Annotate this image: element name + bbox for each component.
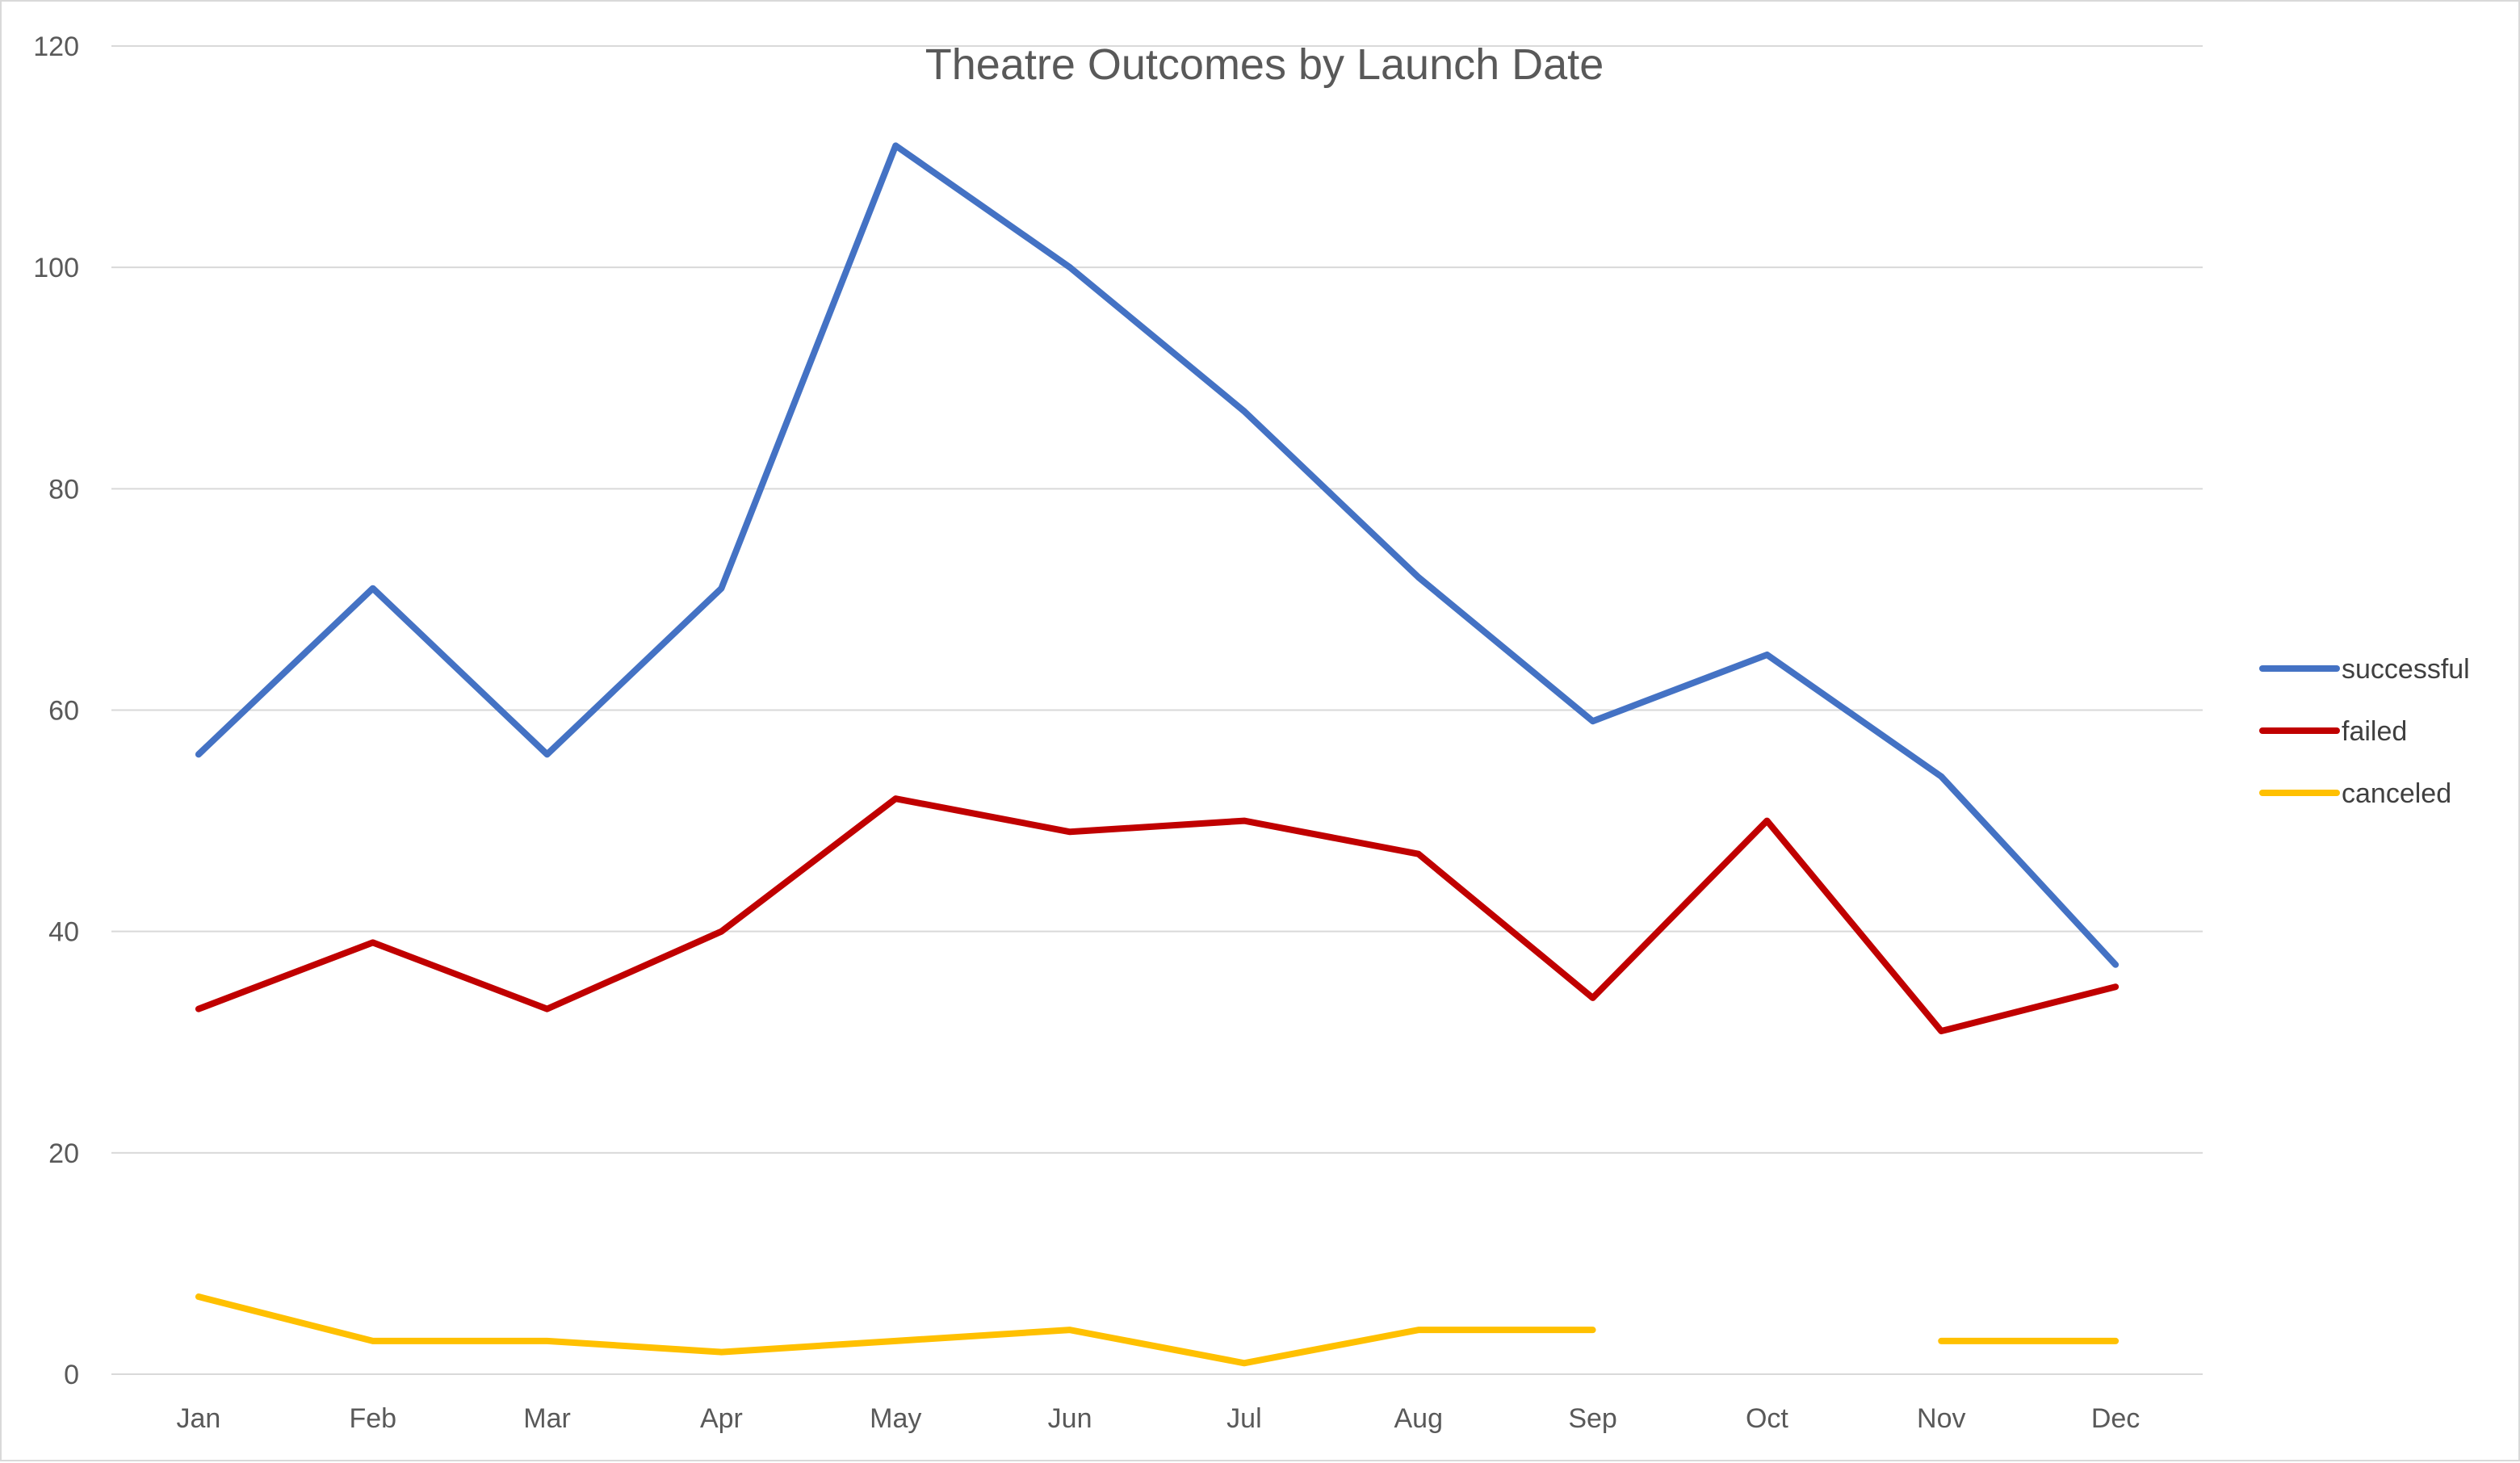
point-canceled-feb (370, 1338, 376, 1344)
series-line-successful-0 (195, 142, 2120, 968)
point-failed-jan (195, 1006, 202, 1012)
point-successful-sep (1590, 718, 1596, 724)
point-successful-oct (1763, 652, 1770, 658)
series-failed (195, 795, 2120, 1035)
gridlines (111, 45, 2203, 1375)
series-line-failed-0 (195, 795, 2120, 1035)
point-successful-dec (2112, 962, 2119, 968)
x-axis-ticks: Jan Feb Mar Apr May Jun Jul Aug Sep Oct Nov Dec (177, 1403, 2141, 1434)
x-tick-label-sep: Sep (1568, 1403, 1617, 1434)
x-tick-label-jul: Jul (1226, 1403, 1261, 1434)
point-failed-mar (544, 1006, 551, 1012)
point-failed-aug (1415, 851, 1422, 857)
point-canceled-sep (1590, 1327, 1596, 1333)
point-canceled-aug (1415, 1327, 1422, 1333)
point-successful-nov (1938, 773, 1944, 780)
point-canceled-mar (544, 1338, 551, 1344)
point-failed-dec (2112, 983, 2119, 990)
point-canceled-jul (1241, 1360, 1247, 1366)
point-canceled-jan (195, 1293, 202, 1300)
x-tick-label-oct: Oct (1746, 1403, 1788, 1434)
x-tick-label-mar: Mar (523, 1403, 571, 1434)
x-tick-label-dec: Dec (2091, 1403, 2140, 1434)
point-failed-nov (1938, 1028, 1944, 1034)
point-successful-may (892, 142, 899, 149)
series-line-canceled-0 (195, 1293, 1596, 1367)
legend: successful failed canceled (2259, 654, 2470, 809)
point-successful-jan (195, 751, 202, 757)
legend-label-failed: failed (2342, 716, 2407, 747)
legend-label-successful: successful (2342, 654, 2470, 685)
legend-item-canceled: canceled (2259, 778, 2451, 809)
x-tick-label-apr: Apr (700, 1403, 743, 1434)
series-canceled (195, 1293, 2120, 1367)
legend-item-successful: successful (2259, 654, 2470, 685)
x-tick-label-jan: Jan (177, 1403, 221, 1434)
legend-item-failed: failed (2259, 716, 2407, 747)
y-tick-label-60: 60 (48, 696, 79, 727)
x-tick-label-aug: Aug (1394, 1403, 1444, 1434)
point-failed-feb (370, 939, 376, 945)
point-canceled-nov (1938, 1338, 1944, 1344)
point-failed-apr (718, 929, 724, 935)
point-canceled-dec (2112, 1338, 2119, 1344)
point-successful-apr (718, 585, 724, 592)
point-canceled-may (892, 1338, 899, 1344)
point-canceled-apr (718, 1349, 724, 1356)
y-tick-label-0: 0 (64, 1360, 79, 1390)
y-axis-ticks: 0 20 40 60 80 100 120 (33, 31, 79, 1390)
point-failed-jul (1241, 818, 1247, 824)
x-tick-label-feb: Feb (349, 1403, 396, 1434)
y-tick-label-20: 20 (48, 1138, 79, 1169)
x-tick-label-jun: Jun (1048, 1403, 1092, 1434)
point-failed-jun (1067, 828, 1073, 835)
y-tick-label-40: 40 (48, 917, 79, 948)
x-tick-label-may: May (870, 1403, 921, 1434)
chart-title: Theatre Outcomes by Launch Date (925, 40, 1604, 89)
y-tick-label-100: 100 (33, 253, 79, 283)
point-successful-feb (370, 585, 376, 592)
point-canceled-jun (1067, 1327, 1073, 1333)
y-tick-label-80: 80 (48, 474, 79, 505)
point-failed-sep (1590, 995, 1596, 1001)
point-failed-oct (1763, 818, 1770, 824)
point-successful-mar (544, 751, 551, 757)
point-successful-aug (1415, 574, 1422, 581)
point-successful-jul (1241, 408, 1247, 414)
point-successful-jun (1067, 264, 1073, 270)
plot-area (195, 142, 2120, 1367)
series-successful (195, 142, 2120, 968)
x-tick-label-nov: Nov (1917, 1403, 1965, 1434)
y-tick-label-120: 120 (33, 31, 79, 62)
point-failed-may (892, 795, 899, 802)
legend-label-canceled: canceled (2342, 778, 2451, 809)
